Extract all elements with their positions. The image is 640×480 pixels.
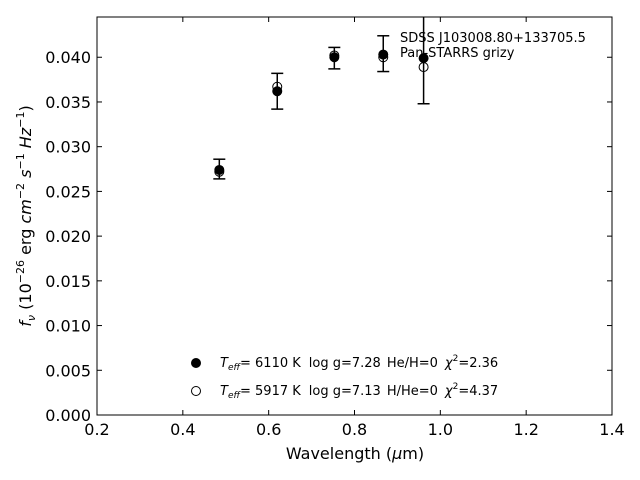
data-point-filled [378,49,389,60]
y-axis-title: fν (10−26 erg cm−2 s−1 Hz−1) [14,105,38,326]
y-tick-label: 0.010 [45,317,91,336]
y-tick-label: 0.040 [45,48,91,67]
x-tick-label: 0.2 [84,420,109,439]
y-tick-label: 0.025 [45,182,91,201]
plot-area [96,16,613,416]
x-axis-title: Wavelength (μm) [286,444,424,463]
x-tick-label: 0.4 [170,420,195,439]
data-markers [214,49,429,177]
data-point-open [214,166,225,177]
annotation-line-1: SDSS J103008.80+133705.5 [400,31,586,46]
data-point-open [329,50,340,61]
data-point-open [418,62,429,73]
legend-marker-open [191,386,201,396]
legend-marker-filled [191,358,201,368]
y-tick-label: 0.005 [45,361,91,380]
y-tick-label: 0.035 [45,93,91,112]
x-tick-label: 1.2 [513,420,538,439]
x-tick-label: 0.8 [342,420,367,439]
y-tick-label: 0.030 [45,138,91,157]
y-tick-label: 0.015 [45,272,91,291]
data-point-open [378,52,389,63]
x-tick-label: 1.4 [599,420,624,439]
annotation-line-2: Pan-STARRS grizy [400,46,515,61]
x-tick-label: 1.0 [428,420,453,439]
y-tick-label: 0.000 [45,406,91,425]
x-tick-label: 0.6 [256,420,281,439]
y-tick-label: 0.020 [45,227,91,246]
data-point-open [272,81,283,92]
axis-ticks: 0.2 0.4 0.6 0.8 1.0 1.2 1.4 0.000 0.005 0.010 0.01… [45,17,625,439]
